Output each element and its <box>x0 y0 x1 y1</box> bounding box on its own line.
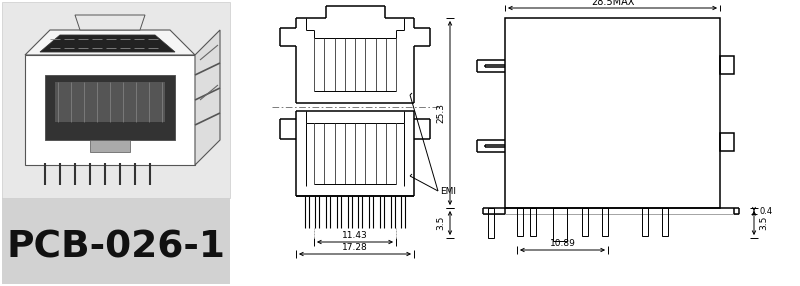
Bar <box>2 2 230 198</box>
Text: EMI: EMI <box>440 186 456 196</box>
Bar <box>602 208 608 236</box>
Polygon shape <box>25 30 195 55</box>
Bar <box>90 140 130 152</box>
Polygon shape <box>25 55 195 165</box>
Bar <box>45 75 175 140</box>
Text: 3.5: 3.5 <box>437 216 446 230</box>
Bar <box>55 82 165 122</box>
Text: 28.5MAX: 28.5MAX <box>591 0 634 7</box>
Text: 25.3: 25.3 <box>437 103 446 123</box>
Text: 10.89: 10.89 <box>550 239 575 247</box>
Text: 17.28: 17.28 <box>342 243 368 251</box>
Bar <box>662 208 668 236</box>
Text: PCB-026-1: PCB-026-1 <box>6 230 226 266</box>
Text: 11.43: 11.43 <box>342 231 368 239</box>
Bar <box>517 208 523 236</box>
Polygon shape <box>75 15 145 30</box>
Bar <box>720 56 734 74</box>
Bar <box>720 133 734 151</box>
Polygon shape <box>40 35 175 52</box>
Bar <box>642 208 648 236</box>
Bar <box>530 208 536 236</box>
Bar <box>488 208 494 238</box>
Bar <box>553 208 567 241</box>
Bar <box>582 208 588 236</box>
Bar <box>2 198 230 284</box>
Bar <box>505 18 720 208</box>
Polygon shape <box>195 30 220 165</box>
Text: 3.5: 3.5 <box>759 216 769 230</box>
Text: 0.4: 0.4 <box>760 206 773 215</box>
